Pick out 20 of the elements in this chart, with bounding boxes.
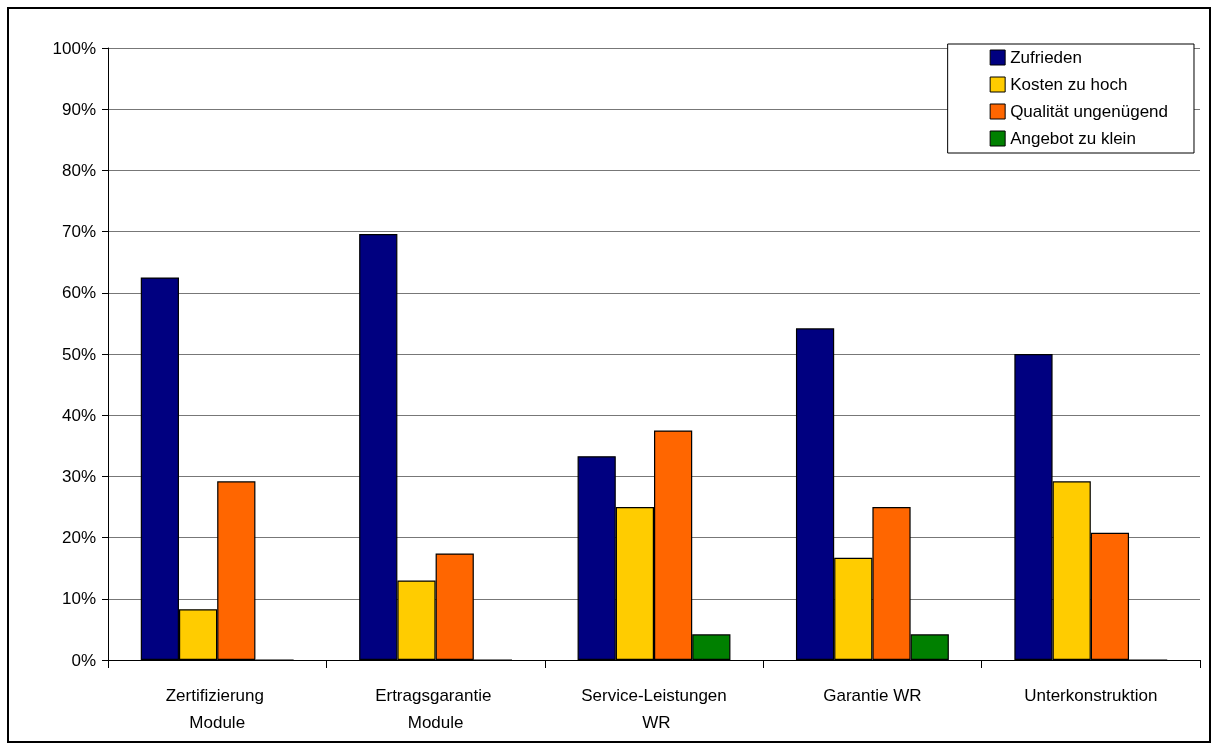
legend-label: Angebot zu klein [1010,129,1136,148]
y-tick-label: 60% [61,283,96,303]
x-tick-label: Unterkonstruktion [1024,686,1158,705]
legend-label: Zufrieden [1010,48,1082,67]
y-tick-label: 70% [61,222,96,242]
y-tick-label: 40% [61,405,96,425]
y-tick-label: 10% [61,589,96,609]
x-tick-label: Service-Leistungen WR [581,686,727,732]
y-tick-label: 100% [52,38,96,58]
y-tick-label: 80% [61,160,96,180]
y-tick-label: 20% [61,528,96,548]
y-tick-label: 50% [61,344,96,364]
x-tick-label: Ertragsgarantie Module [375,686,497,732]
legend-label: Qualität ungenügend [1010,102,1168,121]
legend-label: Kosten zu hoch [1010,75,1128,94]
x-tick-label: Zertifizierung Module [165,686,269,732]
y-tick-label: 90% [61,99,96,119]
y-tick-label: 0% [71,650,96,670]
x-tick-label: Garantie WR [823,686,922,705]
y-tick-label: 30% [61,466,96,486]
